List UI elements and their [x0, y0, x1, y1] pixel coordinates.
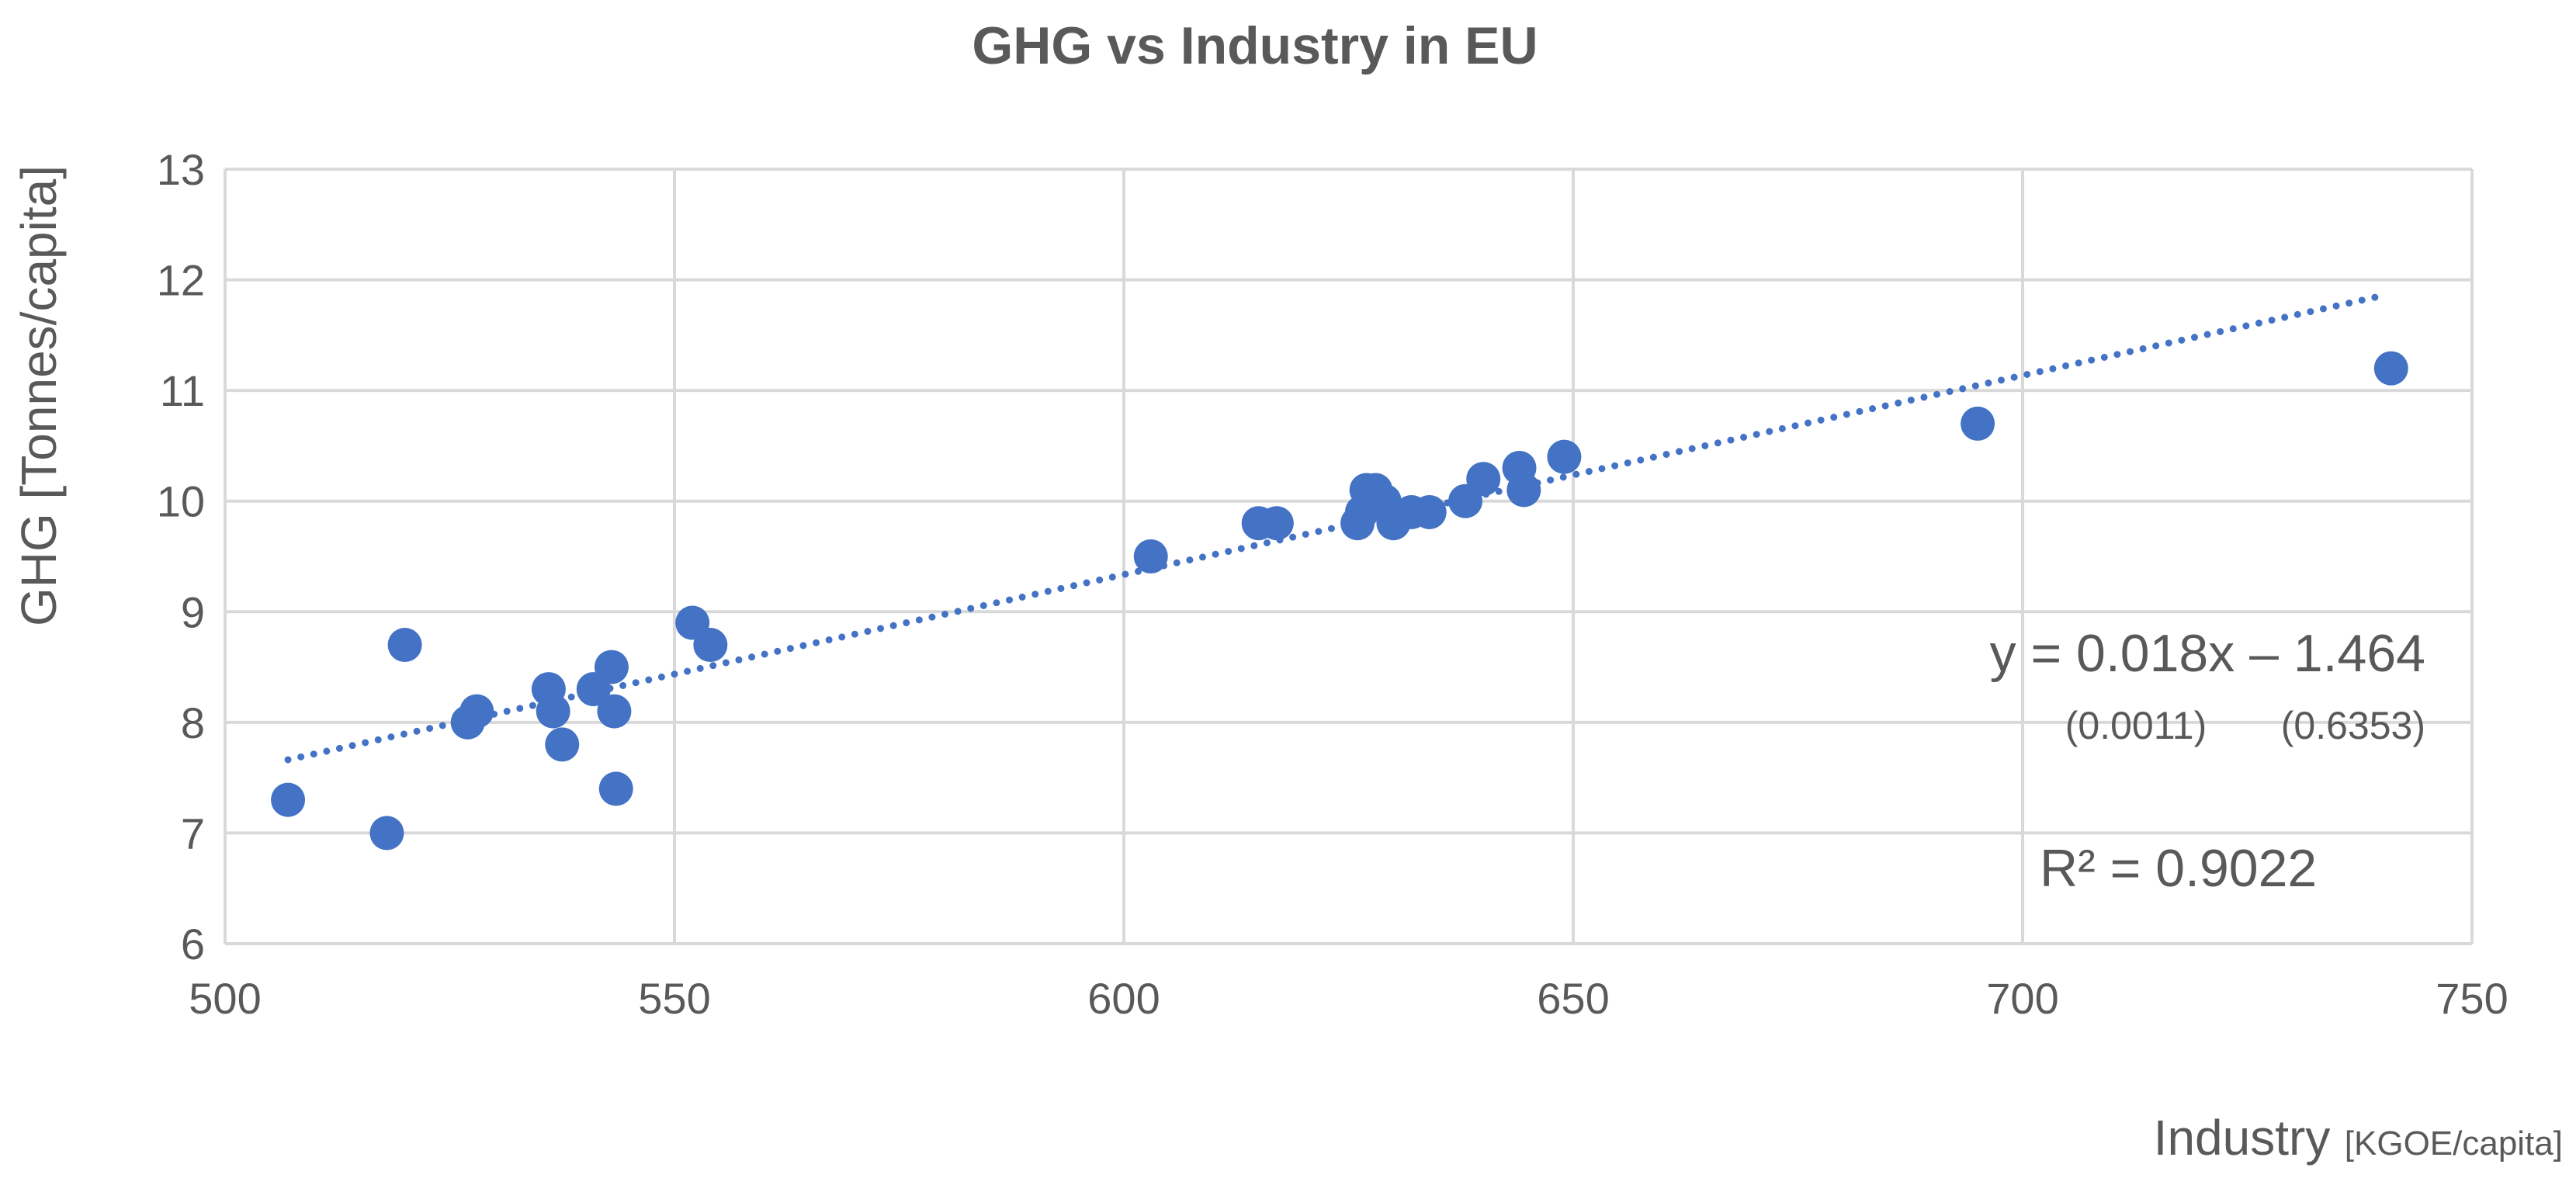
x-axis-title-main: Industry: [2154, 1110, 2331, 1166]
data-point: [1466, 462, 1501, 497]
data-point: [271, 782, 306, 817]
y-tick-label: 12: [157, 256, 205, 305]
x-axis-title-unit: [KGOE/capita]: [2345, 1124, 2563, 1162]
y-tick-label: 10: [157, 477, 205, 526]
r-squared: R² = 0.9022: [2040, 839, 2317, 898]
data-point: [2373, 351, 2408, 386]
y-tick-label: 13: [157, 145, 205, 194]
y-tick-label: 9: [181, 587, 205, 636]
data-point: [1547, 439, 1582, 474]
data-point: [594, 650, 629, 684]
y-tick-label: 7: [181, 809, 205, 858]
data-point: [1961, 406, 1995, 441]
x-tick-label: 500: [189, 974, 261, 1023]
x-axis-title: Industry [KGOE/capita]: [2154, 1110, 2563, 1166]
x-tick-label: 650: [1537, 974, 1609, 1023]
chart-title: GHG vs Industry in EU: [972, 16, 1538, 75]
data-point: [1412, 494, 1447, 529]
x-tick-label: 750: [2436, 974, 2508, 1023]
slope-standard-error: (0.0011): [2065, 704, 2207, 747]
data-point: [369, 816, 404, 851]
data-point: [387, 628, 422, 663]
intercept-standard-error: (0.6353): [2281, 704, 2425, 747]
y-axis-title: GHG [Tonnes/capita]: [11, 165, 67, 626]
y-tick-label: 6: [181, 920, 205, 968]
trendline: [284, 292, 2386, 764]
x-tick-label: 550: [638, 974, 710, 1023]
data-points: [271, 351, 2408, 851]
data-point: [1259, 506, 1294, 541]
data-point: [459, 694, 494, 729]
data-point: [545, 727, 580, 762]
x-tick-label: 600: [1087, 974, 1160, 1023]
data-point: [693, 628, 728, 663]
y-tick-label: 11: [160, 366, 205, 415]
data-point: [536, 694, 570, 729]
data-point: [1133, 539, 1168, 573]
y-tick-label: 8: [181, 698, 205, 747]
gridlines: [224, 168, 2474, 945]
trendline-path: [284, 292, 2386, 764]
data-point: [1506, 473, 1541, 508]
trend-equation: y = 0.018x – 1.464: [1990, 624, 2425, 683]
data-point: [598, 771, 633, 806]
x-tick-label: 700: [1986, 974, 2058, 1023]
data-point: [597, 694, 632, 729]
tick-labels: 6 7 8 9 10 11 12 13 500 550 600 650 700 750: [157, 145, 2508, 1023]
